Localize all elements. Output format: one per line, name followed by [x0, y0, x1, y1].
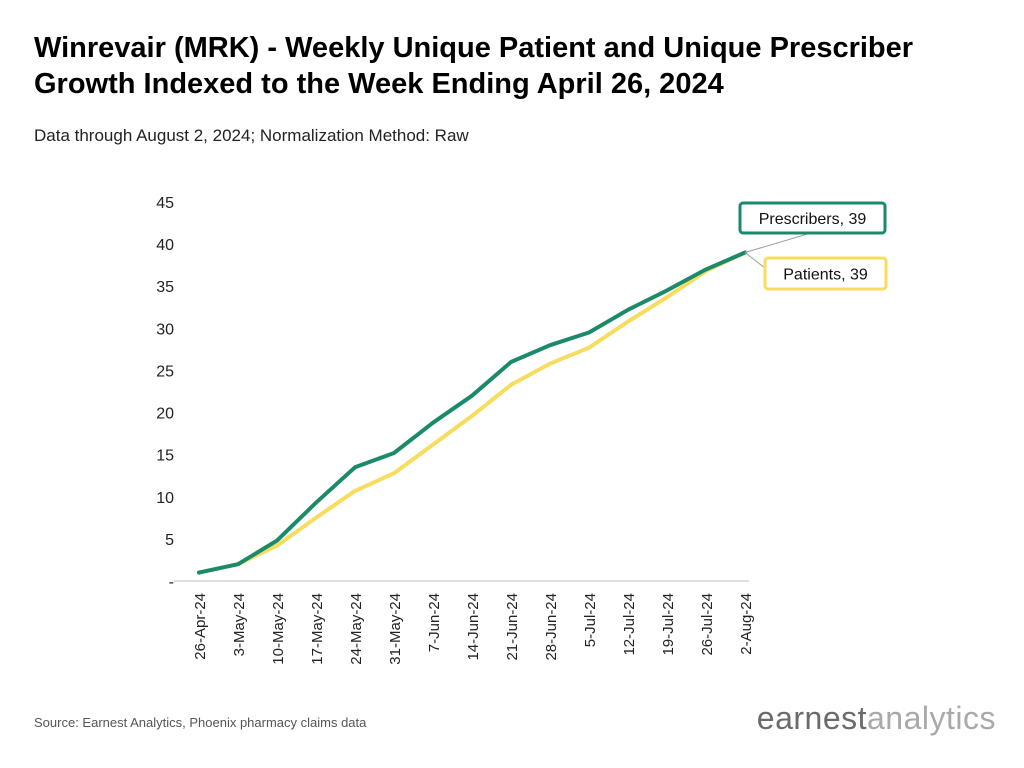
- y-tick-label: 25: [156, 363, 174, 380]
- y-tick-label: 30: [156, 321, 174, 338]
- logo-part-earnest: earnest: [756, 700, 867, 736]
- data-label-patients: Patients, 39: [783, 267, 868, 284]
- x-tick-label: 14-Jun-24: [465, 593, 482, 661]
- x-tick-label: 10-May-24: [270, 593, 287, 665]
- logo-part-analytics: analytics: [867, 700, 996, 736]
- leader-line-patients: [744, 252, 766, 269]
- series-line-patients: [197, 250, 747, 575]
- source-note: Source: Earnest Analytics, Phoenix pharm…: [34, 715, 367, 730]
- y-tick-label: 15: [156, 448, 174, 465]
- y-tick-label: 5: [165, 532, 174, 549]
- x-tick-label: 12-Jul-24: [621, 593, 638, 656]
- x-tick-label: 21-Jun-24: [504, 593, 521, 661]
- y-tick-label: 10: [156, 490, 174, 507]
- x-tick-label: 28-Jun-24: [543, 593, 560, 661]
- y-tick-label: 40: [156, 237, 174, 254]
- leader-line-prescribers: [744, 232, 812, 254]
- series-line-prescribers: [197, 250, 747, 575]
- y-tick-label: 35: [156, 279, 174, 296]
- data-label-prescribers: Prescribers, 39: [759, 211, 867, 228]
- x-tick-label: 31-May-24: [387, 593, 404, 665]
- earnest-analytics-logo: earnestanalytics: [757, 700, 996, 737]
- y-tick-label: -: [169, 574, 174, 591]
- x-tick-label: 24-May-24: [348, 593, 365, 665]
- x-tick-label: 5-Jul-24: [582, 593, 599, 647]
- y-tick-label: 45: [156, 195, 174, 212]
- label-box-prescribers: [738, 201, 887, 235]
- x-tick-label: 3-May-24: [231, 593, 248, 656]
- x-tick-label: 17-May-24: [309, 593, 326, 665]
- x-tick-label: 19-Jul-24: [660, 593, 677, 656]
- y-tick-label: 20: [156, 406, 174, 423]
- x-tick-label: 26-Jul-24: [699, 593, 716, 656]
- x-tick-label: 2-Aug-24: [738, 593, 755, 655]
- x-tick-label: 26-Apr-24: [192, 593, 209, 660]
- chart-subtitle: Data through August 2, 2024; Normalizati…: [34, 126, 469, 145]
- chart-title: Winrevair (MRK) - Weekly Unique Patient …: [34, 32, 914, 100]
- label-box-patients: [763, 256, 888, 291]
- x-tick-label: 7-Jun-24: [426, 593, 443, 652]
